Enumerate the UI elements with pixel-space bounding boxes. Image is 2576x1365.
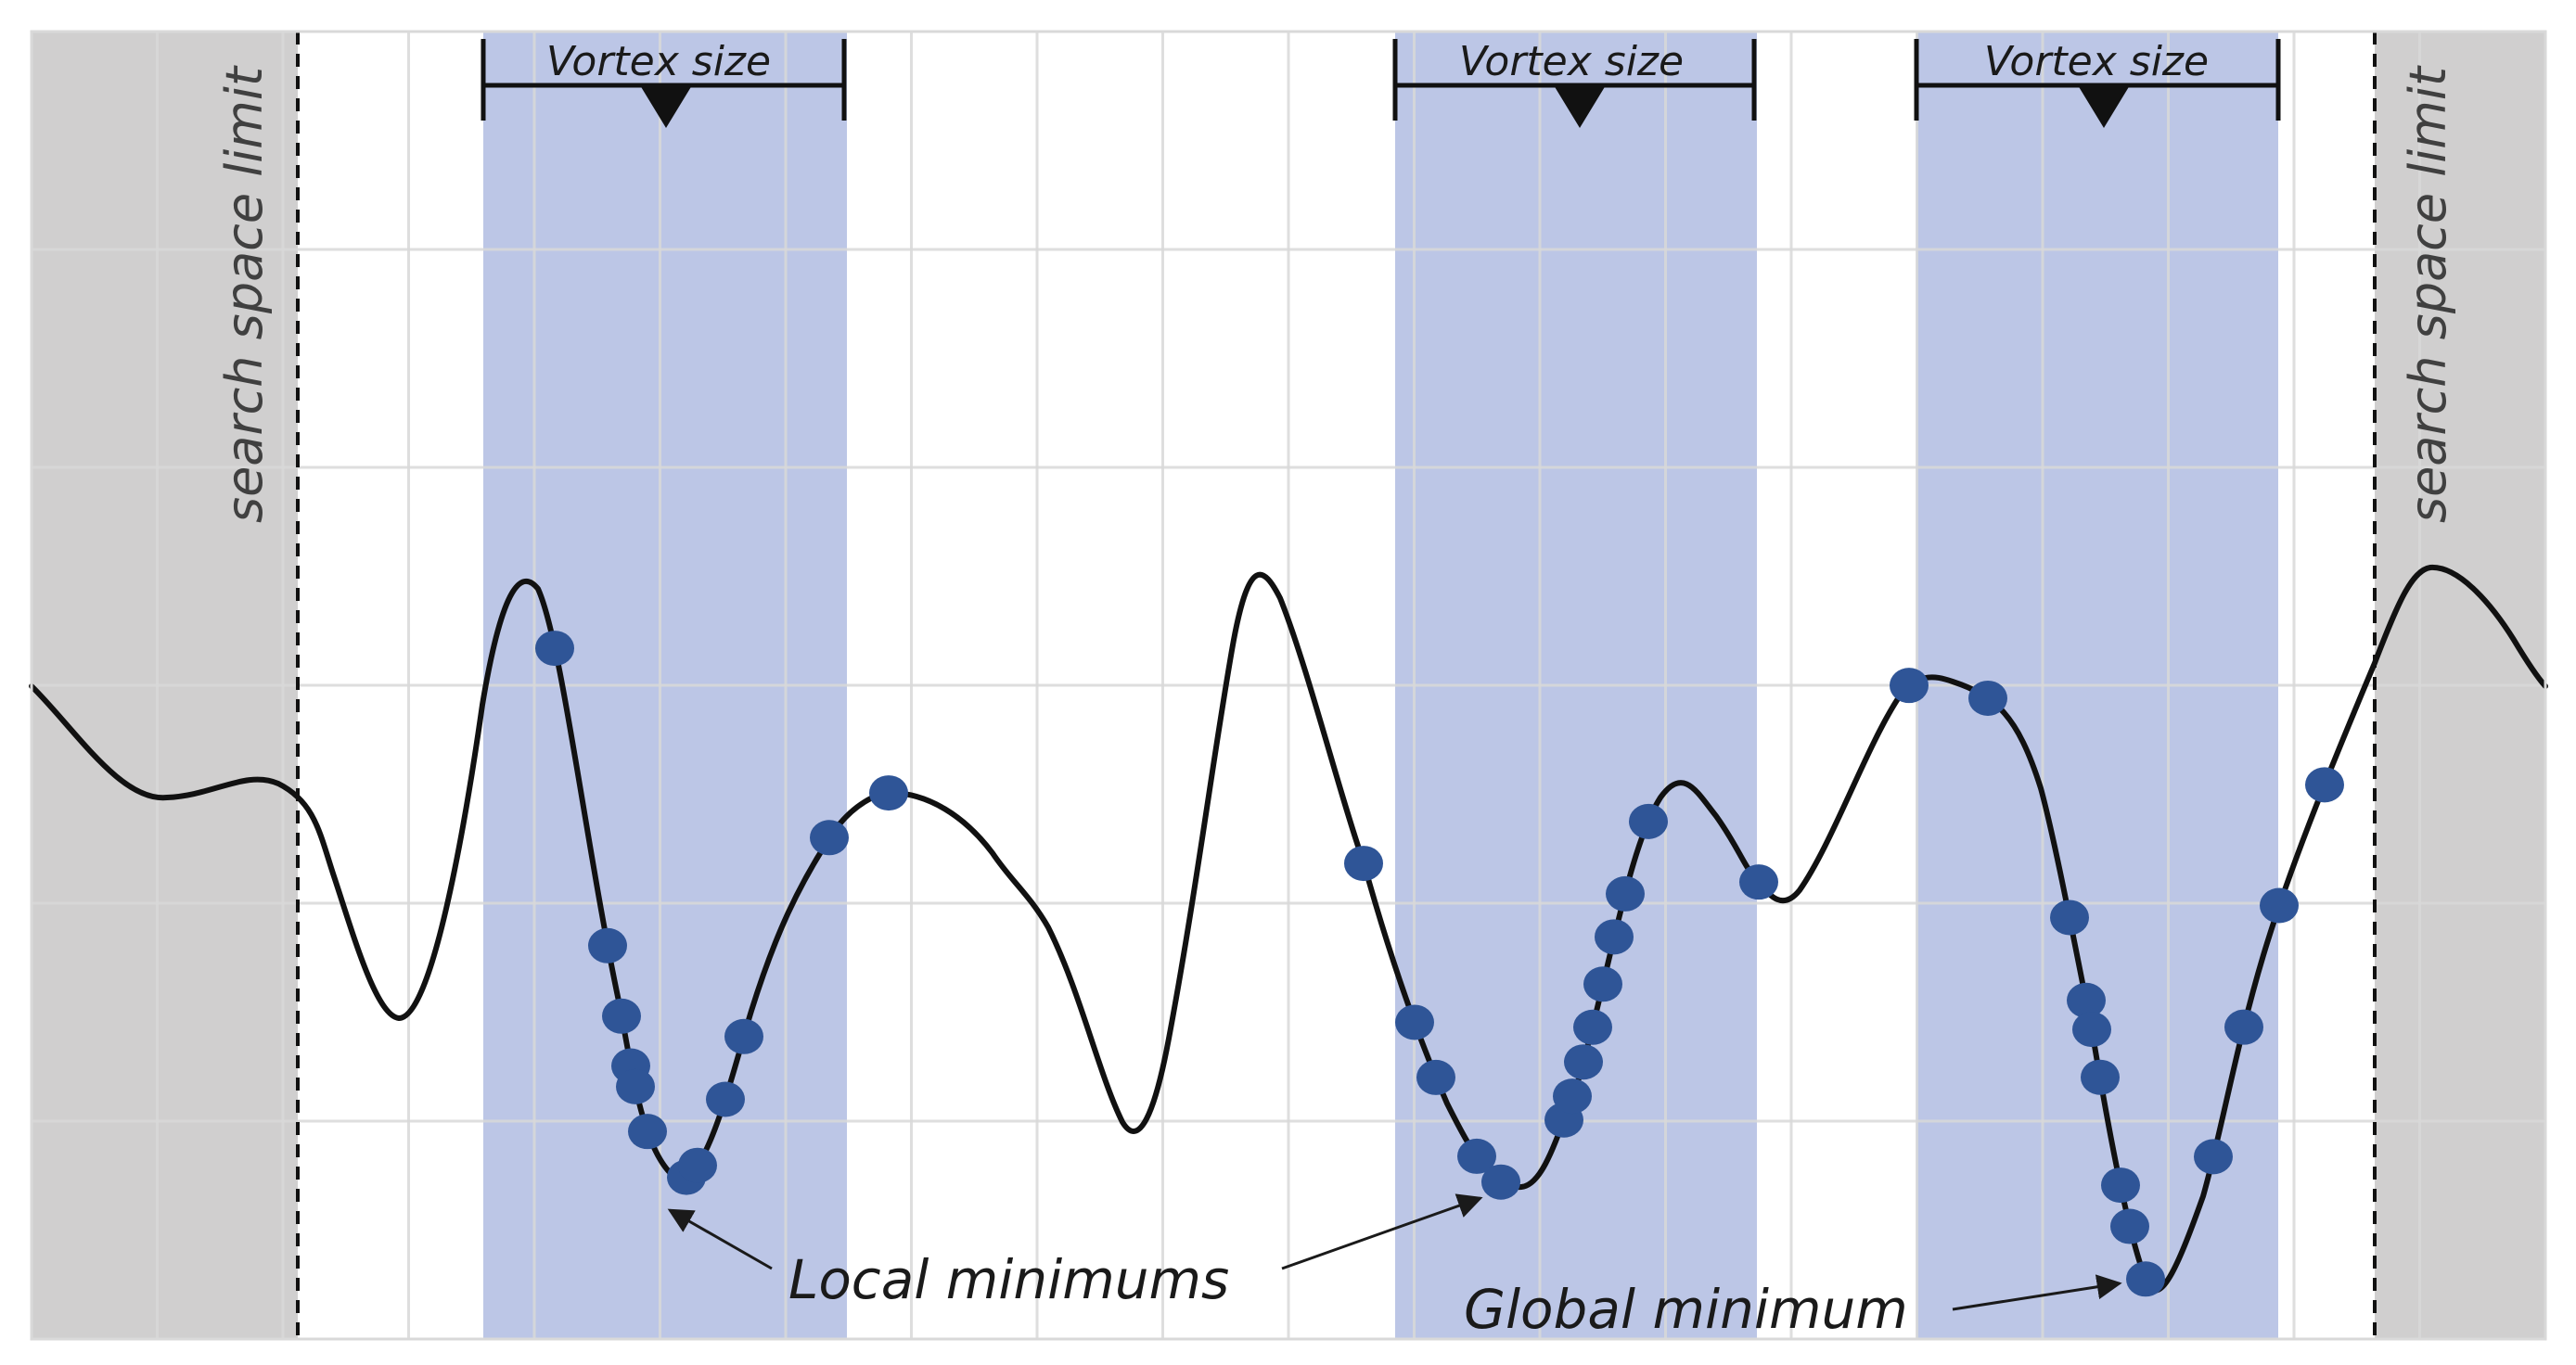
vortex-bracket-1: Vortex size: [481, 38, 847, 128]
particle-point: [535, 631, 574, 667]
particle-point: [1573, 1009, 1612, 1045]
particle-point: [2081, 1059, 2120, 1095]
particle-point: [1457, 1138, 1496, 1174]
right-search-limit-label: search space limit: [2399, 65, 2457, 523]
local-min-arrow-1: [667, 1208, 773, 1270]
particle-point: [616, 1068, 655, 1104]
grid: [32, 32, 2545, 1339]
particle-point: [1395, 1004, 1434, 1040]
vortex-bracket-2: Vortex size: [1392, 38, 1757, 128]
plot-frame: [30, 30, 2547, 1341]
particle-point: [1890, 668, 1929, 704]
particle-point: [869, 775, 908, 811]
particle-point: [588, 927, 627, 963]
particle-point: [2260, 887, 2299, 924]
particle-point: [1595, 919, 1634, 955]
annotations: Local minimums Global minimum: [667, 1193, 2122, 1341]
vortex-size-label-2: Vortex size: [1459, 38, 1684, 85]
particle-point: [1606, 875, 1645, 912]
particle-point: [1629, 803, 1668, 839]
particle-point: [2050, 899, 2089, 936]
particle-point: [602, 998, 641, 1034]
particle-point: [724, 1018, 763, 1054]
particle-point: [706, 1081, 745, 1117]
particle-point: [2224, 1009, 2263, 1045]
particle-point: [2110, 1208, 2149, 1244]
vortex-center-marker-2: [1554, 85, 1606, 128]
particle-point: [678, 1147, 717, 1183]
global-minimum-label: Global minimum: [1464, 1278, 1908, 1341]
vortex-center-marker-1: [640, 85, 692, 128]
particle-point: [1739, 864, 1778, 900]
particle-point: [628, 1114, 667, 1150]
local-min-arrow-2: [1281, 1193, 1483, 1270]
vortex-size-label-3: Vortex size: [1984, 38, 2209, 85]
global-min-arrow: [1952, 1274, 2122, 1311]
particle-point: [1481, 1164, 1520, 1200]
particle-point: [2072, 1012, 2111, 1048]
objective-curve: [29, 564, 2548, 1294]
particle-point: [1344, 846, 1383, 882]
particle-point: [1553, 1078, 1592, 1115]
particle-point: [2067, 982, 2106, 1018]
particle-point: [1416, 1059, 1455, 1095]
particle-point: [1564, 1044, 1603, 1080]
particle-point: [2126, 1261, 2165, 1297]
particle-point: [2101, 1167, 2140, 1204]
particle-point: [810, 820, 849, 856]
left-search-limit-label: search space limit: [215, 65, 274, 523]
vortex-size-label-1: Vortex size: [546, 38, 771, 85]
local-minimums-label: Local minimums: [788, 1248, 1229, 1311]
particles: [535, 631, 2344, 1297]
particle-point: [2305, 767, 2344, 803]
particle-point: [1968, 680, 2007, 716]
vortex-center-marker-3: [2078, 85, 2130, 128]
vortex-bracket-3: Vortex size: [1914, 38, 2281, 128]
particle-point: [1583, 966, 1622, 1002]
particle-point: [2194, 1139, 2233, 1175]
